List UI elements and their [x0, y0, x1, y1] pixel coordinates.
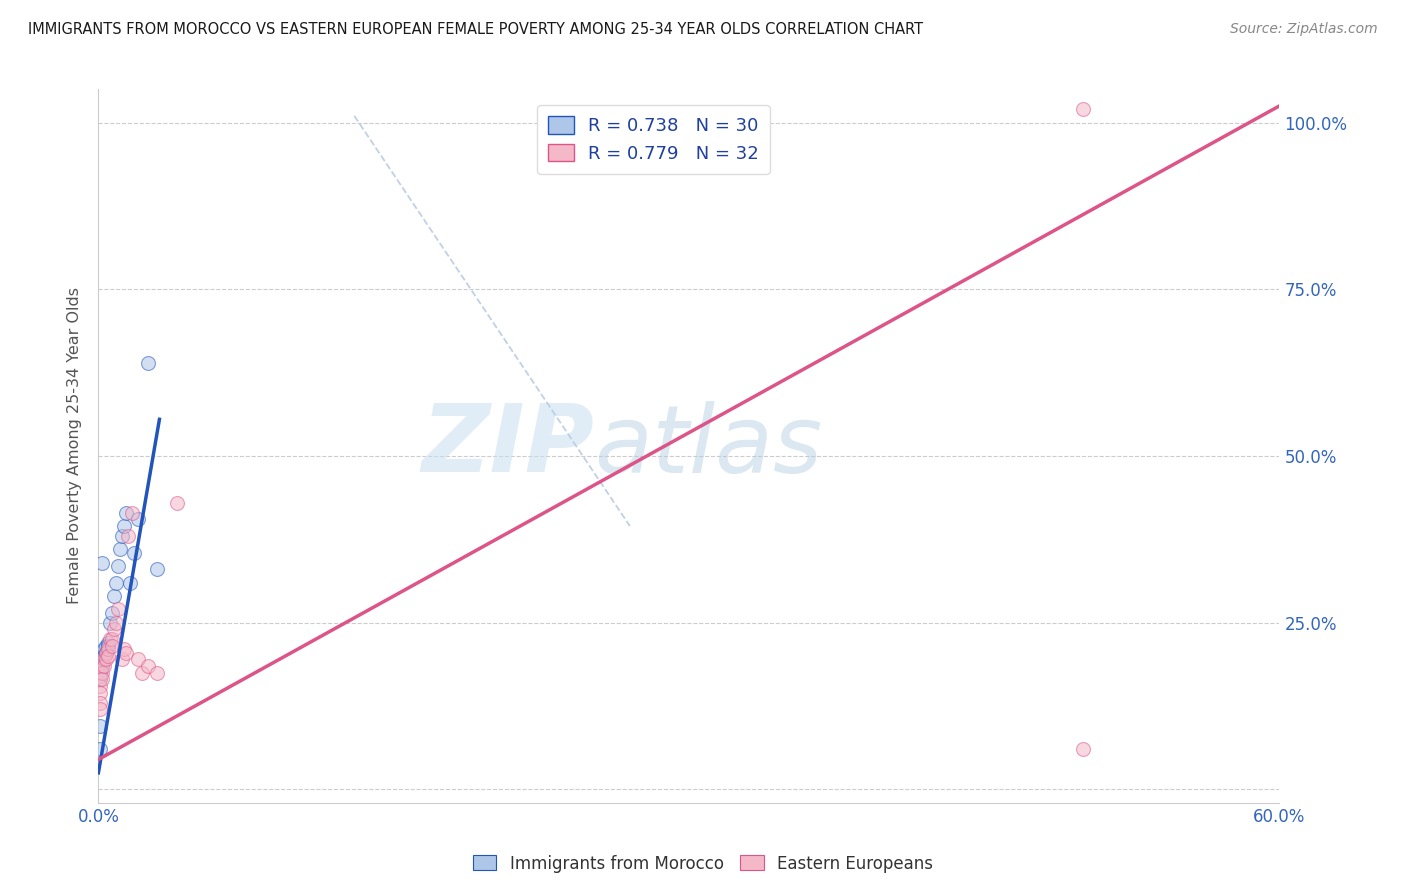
Legend: Immigrants from Morocco, Eastern Europeans: Immigrants from Morocco, Eastern Europea…	[467, 848, 939, 880]
Text: ZIP: ZIP	[422, 400, 595, 492]
Point	[91, 673, 114, 687]
Point	[121, 506, 143, 520]
Point	[112, 519, 135, 533]
Point	[146, 665, 169, 680]
Y-axis label: Female Poverty Among 25-34 Year Olds: Female Poverty Among 25-34 Year Olds	[67, 287, 83, 605]
Point	[98, 615, 121, 630]
Point	[91, 659, 114, 673]
Point	[89, 665, 111, 680]
Point	[91, 659, 114, 673]
Point	[103, 589, 125, 603]
Point	[97, 636, 120, 650]
Point	[107, 602, 129, 616]
Point	[101, 606, 124, 620]
Text: atlas: atlas	[595, 401, 823, 491]
Point	[96, 646, 118, 660]
Point	[97, 642, 120, 657]
Point	[93, 652, 115, 666]
Point	[101, 632, 124, 647]
Point	[1071, 742, 1094, 756]
Point	[89, 652, 111, 666]
Point	[89, 696, 111, 710]
Point	[118, 575, 141, 590]
Point	[89, 669, 111, 683]
Point	[91, 652, 114, 666]
Point	[146, 562, 169, 576]
Point	[105, 615, 128, 630]
Point	[117, 529, 139, 543]
Point	[89, 673, 111, 687]
Point	[96, 652, 118, 666]
Point	[111, 652, 134, 666]
Point	[103, 623, 125, 637]
Point	[97, 639, 120, 653]
Point	[96, 639, 118, 653]
Point	[112, 642, 135, 657]
Point	[127, 512, 149, 526]
Point	[107, 559, 129, 574]
Point	[101, 639, 124, 653]
Text: IMMIGRANTS FROM MOROCCO VS EASTERN EUROPEAN FEMALE POVERTY AMONG 25-34 YEAR OLDS: IMMIGRANTS FROM MOROCCO VS EASTERN EUROP…	[28, 22, 924, 37]
Point	[97, 649, 120, 664]
Point	[166, 496, 188, 510]
Point	[89, 742, 111, 756]
Legend: R = 0.738   N = 30, R = 0.779   N = 32: R = 0.738 N = 30, R = 0.779 N = 32	[537, 105, 769, 174]
Point	[111, 529, 134, 543]
Point	[1071, 102, 1094, 116]
Point	[91, 649, 114, 664]
Point	[122, 546, 145, 560]
Point	[105, 575, 128, 590]
Point	[91, 556, 114, 570]
Point	[89, 679, 111, 693]
Point	[136, 356, 159, 370]
Point	[91, 665, 114, 680]
Point	[108, 542, 131, 557]
Point	[93, 649, 115, 664]
Point	[89, 686, 111, 700]
Point	[115, 646, 138, 660]
Point	[89, 702, 111, 716]
Point	[127, 652, 149, 666]
Point	[136, 659, 159, 673]
Text: Source: ZipAtlas.com: Source: ZipAtlas.com	[1230, 22, 1378, 37]
Point	[96, 646, 118, 660]
Point	[89, 659, 111, 673]
Point	[93, 642, 115, 657]
Point	[89, 719, 111, 733]
Point	[115, 506, 138, 520]
Point	[131, 665, 153, 680]
Point	[98, 632, 121, 647]
Point	[93, 659, 115, 673]
